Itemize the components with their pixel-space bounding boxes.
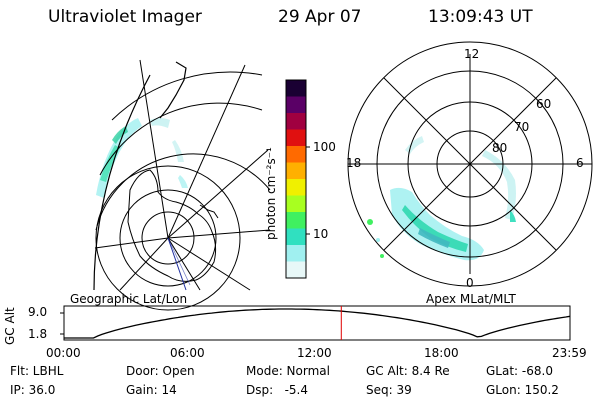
gc-alt-info: GC Alt: 8.4 Re: [366, 364, 450, 378]
mlat-60-label: 60: [536, 97, 552, 111]
colorbar-segment: [286, 179, 306, 196]
colorbar-tick-100: 100: [313, 140, 336, 154]
glat-info: GLat: -68.0: [486, 364, 553, 378]
colorbar-segment: [286, 113, 306, 130]
altitude-ytick-top: 9.0: [28, 305, 48, 319]
colorbar-segment: [286, 261, 306, 279]
colorbar-tick-10: 10: [313, 227, 329, 241]
apex-map: [347, 41, 593, 287]
mode-info: Mode: Normal: [246, 364, 330, 378]
colorbar-segment: [286, 245, 306, 262]
x-tick-2359: 23:59: [552, 346, 587, 360]
colorbar: [286, 80, 306, 279]
colorbar-frame: [285, 79, 307, 279]
mlt-0-label: 0: [466, 276, 474, 290]
colorbar-segment: [286, 195, 306, 213]
colorbar-segment: [286, 228, 306, 246]
mlt-18-label: 18: [346, 156, 362, 170]
colorbar-unit-label: photon cm⁻²s⁻¹: [264, 147, 278, 240]
mlt-12-label: 12: [464, 47, 480, 61]
instrument-title: Ultraviolet Imager: [48, 7, 202, 27]
colorbar-segment: [286, 80, 306, 97]
filter-info: Flt: LBHL: [10, 364, 64, 378]
geographic-map-label: Geographic Lat/Lon: [70, 292, 188, 306]
time-label: 13:09:43 UT: [428, 7, 533, 27]
colorbar-segment: [286, 212, 306, 229]
altitude-ytick-bottom: 1.8: [28, 327, 48, 341]
mlat-70-label: 70: [514, 120, 530, 134]
geographic-map: [93, 59, 271, 311]
x-tick-1800: 18:00: [424, 346, 459, 360]
colorbar-segment: [286, 162, 306, 180]
ip-info: IP: 36.0: [10, 383, 56, 397]
date-label: 29 Apr 07: [278, 7, 362, 27]
left-aurora: [96, 118, 188, 198]
colorbar-segment: [286, 96, 306, 114]
door-info: Door: Open: [126, 364, 195, 378]
gain-info: Gain: 14: [126, 383, 177, 397]
colorbar-segment: [286, 146, 306, 163]
altitude-plot: [60, 305, 571, 341]
mlt-6-label: 6: [576, 156, 584, 170]
x-tick-0000: 00:00: [46, 346, 81, 360]
apex-map-label: Apex MLat/MLT: [426, 292, 516, 306]
glon-info: GLon: 150.2: [486, 383, 559, 397]
mlat-80-label: 80: [492, 141, 508, 155]
altitude-ylabel: GC Alt: [3, 307, 17, 345]
colorbar-segment: [286, 129, 306, 147]
x-tick-1200: 12:00: [297, 346, 332, 360]
dsp-info: Dsp: -5.4: [246, 383, 309, 397]
x-tick-0600: 06:00: [170, 346, 205, 360]
seq-info: Seq: 39: [366, 383, 412, 397]
